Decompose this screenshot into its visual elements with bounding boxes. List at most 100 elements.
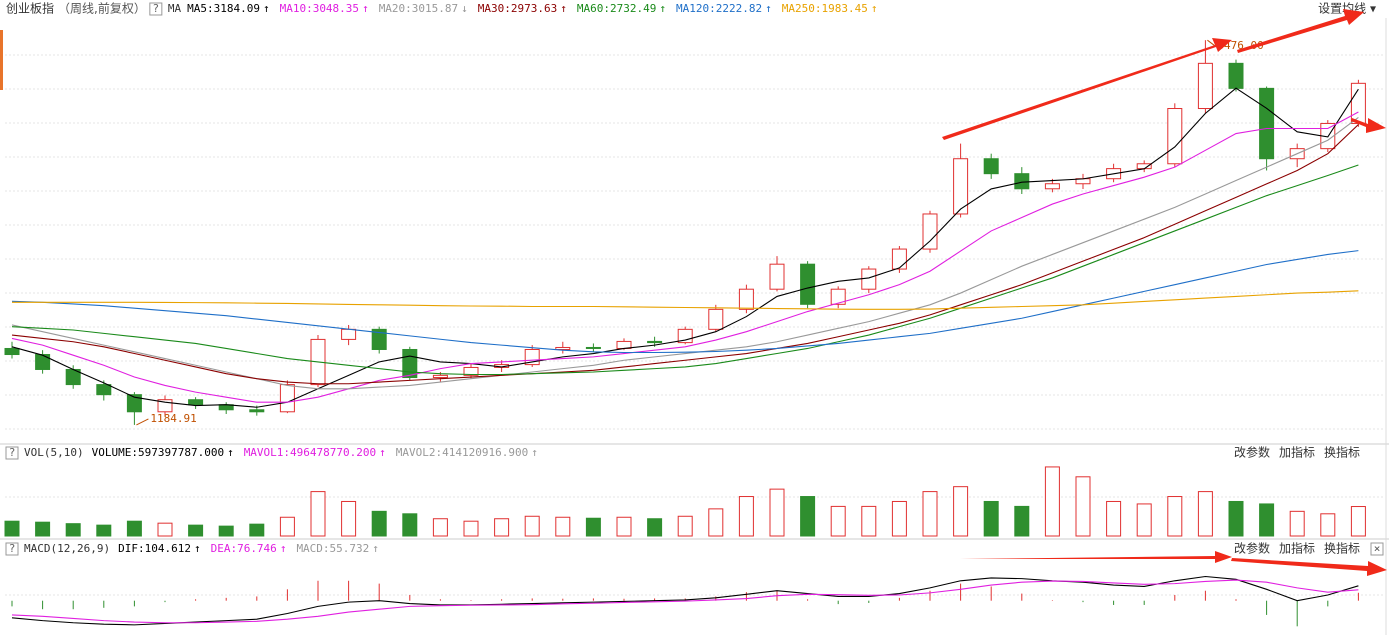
volume-bar xyxy=(922,491,938,537)
volume-bar xyxy=(126,520,142,537)
candle-body xyxy=(830,288,846,305)
vol-legend: VOLUME:597397787.000 xyxy=(92,446,224,459)
volume-bar xyxy=(738,496,754,537)
candle-body xyxy=(983,158,999,175)
ma-legend: MA30:2973.63 xyxy=(478,2,557,15)
volume-bar xyxy=(1320,513,1336,537)
candle-body xyxy=(1167,108,1183,165)
panel-button[interactable]: 加指标 xyxy=(1279,445,1315,460)
ma-arrow: ↑ xyxy=(659,2,666,15)
ma-line xyxy=(11,111,1359,403)
candle-body xyxy=(1228,62,1244,89)
candle-body xyxy=(1136,163,1152,170)
candle-body xyxy=(953,158,969,215)
panel-button[interactable]: 换指标 xyxy=(1324,445,1360,460)
candle-body xyxy=(432,374,448,379)
volume-bar xyxy=(585,517,601,537)
macd-arrow: ↑ xyxy=(280,542,287,555)
volume-bar xyxy=(65,523,81,537)
candle-body xyxy=(769,263,785,290)
volume-bar xyxy=(371,510,387,537)
volume-bar xyxy=(1197,491,1213,537)
dif-line xyxy=(11,575,1359,626)
ma-line xyxy=(11,124,1359,385)
close-box[interactable] xyxy=(1370,542,1384,556)
volume-bar xyxy=(157,522,173,537)
volume-bar xyxy=(494,518,510,537)
ma-legend: MA5:3184.09 xyxy=(187,2,260,15)
panel-button[interactable]: 换指标 xyxy=(1324,541,1360,556)
volume-bar xyxy=(249,523,265,537)
candle-body xyxy=(35,354,51,370)
ma-line xyxy=(11,164,1359,376)
volume-bar xyxy=(677,515,693,537)
candle-body xyxy=(402,348,418,379)
candle-body xyxy=(371,328,387,350)
volume-bar xyxy=(1075,476,1091,537)
volume-bar xyxy=(1106,500,1122,537)
panel-button[interactable]: 改参数 xyxy=(1234,541,1270,556)
extreme-pointer xyxy=(136,418,149,426)
chart-subtitle: （周线,前复权） xyxy=(58,1,146,16)
dea-line xyxy=(11,579,1359,624)
volume-bar xyxy=(524,515,540,537)
vol-legend: MAVOL1:496478770.200 xyxy=(244,446,376,459)
vol-title: VOL(5,10) xyxy=(24,446,84,459)
volume-bar xyxy=(310,491,326,537)
candle-body xyxy=(341,328,357,340)
ma-line xyxy=(12,290,1359,310)
volume-bar xyxy=(341,500,357,537)
ma-arrow: ↑ xyxy=(560,2,567,15)
panel-button[interactable]: 加指标 xyxy=(1279,541,1315,556)
volume-bar xyxy=(35,521,51,537)
volume-bar xyxy=(647,518,663,537)
ma-arrow: ↑ xyxy=(765,2,772,15)
candle-body xyxy=(126,394,142,413)
volume-bar xyxy=(983,500,999,537)
ma-arrow: ↑ xyxy=(263,2,270,15)
ma-line xyxy=(11,250,1359,354)
volume-bar xyxy=(830,505,846,537)
ma-legend: MA60:2732.49 xyxy=(577,2,656,15)
candle-body xyxy=(738,288,754,310)
volume-bar xyxy=(1136,503,1152,537)
candle-body xyxy=(96,384,112,396)
ma-label: MA xyxy=(168,2,182,15)
volume-bar xyxy=(463,520,479,537)
help-box xyxy=(5,446,19,460)
annotation-arrows xyxy=(942,9,1387,576)
candle-body xyxy=(800,263,816,305)
volume-bar xyxy=(1350,506,1366,537)
volume-bar xyxy=(4,520,20,537)
vol-arrow: ↑ xyxy=(227,446,234,459)
ma-line xyxy=(11,116,1359,390)
candle-body xyxy=(708,308,724,330)
panel-button[interactable]: 改参数 xyxy=(1234,445,1270,460)
volume-bar xyxy=(96,524,112,537)
close-icon[interactable]: × xyxy=(1374,542,1381,555)
ma-legend: MA10:3048.35 xyxy=(280,2,359,15)
volume-bar xyxy=(402,513,418,537)
vol-arrow: ↑ xyxy=(531,446,538,459)
candle-body xyxy=(1014,173,1030,190)
ma-arrow: ↑ xyxy=(362,2,369,15)
extreme-label: 1184.91 xyxy=(150,412,196,425)
volume-bar xyxy=(218,525,234,537)
macd-legend: MACD:55.732 xyxy=(296,542,369,555)
grid xyxy=(5,54,1385,596)
volume-bar xyxy=(616,516,632,537)
volume-bar xyxy=(1259,503,1275,537)
volume-bar xyxy=(279,516,295,537)
help-box xyxy=(149,2,163,16)
volume-bar xyxy=(432,518,448,537)
candle-body xyxy=(1259,87,1275,160)
vol-legend: MAVOL2:414120916.900 xyxy=(396,446,528,459)
candle-body xyxy=(555,346,571,350)
help-icon: ? xyxy=(153,2,160,15)
macd-title: MACD(12,26,9) xyxy=(24,542,110,555)
volume-bar xyxy=(953,486,969,537)
candle-body xyxy=(4,347,20,356)
extreme-pointer xyxy=(1207,39,1216,47)
candle-body xyxy=(279,384,295,413)
